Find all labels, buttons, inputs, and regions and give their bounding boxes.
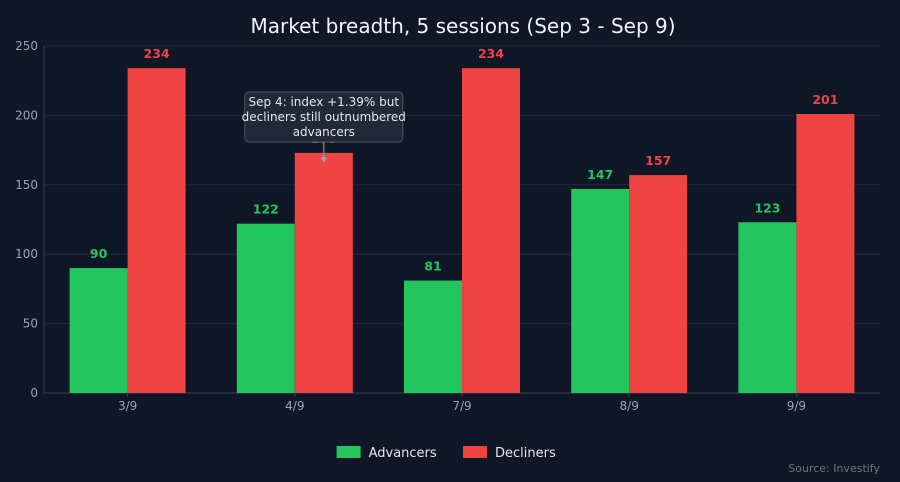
bar-decliners-3-9 xyxy=(127,68,186,393)
y-tick-label: 250 xyxy=(15,39,38,53)
bar-decliners-4-9 xyxy=(294,152,353,393)
y-tick-label: 100 xyxy=(15,247,38,261)
y-tick-label: 150 xyxy=(15,178,38,192)
x-tick-label: 3/9 xyxy=(118,399,137,413)
x-tick-label: 9/9 xyxy=(787,399,806,413)
chart-title: Market breadth, 5 sessions (Sep 3 - Sep … xyxy=(250,14,675,38)
bars xyxy=(69,68,855,394)
bar-advancers-8-9 xyxy=(571,188,630,393)
data-label-advancers: 147 xyxy=(587,167,613,182)
legend: Advancers Decliners xyxy=(336,446,556,461)
annotation-text-line: Sep 4: index +1.39% but xyxy=(249,95,400,109)
source-note: Source: Investify xyxy=(788,462,880,475)
y-tick-label: 200 xyxy=(15,108,38,122)
y-tick-label: 0 xyxy=(30,386,38,400)
legend-swatch xyxy=(463,446,487,458)
data-label-decliners: 201 xyxy=(812,92,838,107)
bar-advancers-7-9 xyxy=(404,280,462,393)
data-label-decliners: 157 xyxy=(645,153,671,168)
data-label-advancers: 122 xyxy=(253,202,279,217)
legend-item-advancers: Advancers xyxy=(336,446,437,461)
annotation-arrow-head xyxy=(320,157,327,163)
bar-decliners-9-9 xyxy=(796,114,855,394)
annotation-text-line: advancers xyxy=(293,125,355,139)
legend-label: Advancers xyxy=(369,446,437,461)
bar-decliners-8-9 xyxy=(629,175,688,393)
x-tick-label: 4/9 xyxy=(285,399,304,413)
data-label-advancers: 90 xyxy=(90,246,108,261)
data-label-decliners: 234 xyxy=(144,46,170,61)
legend-label: Decliners xyxy=(495,446,556,461)
data-label-advancers: 123 xyxy=(754,200,780,215)
data-label-decliners: 234 xyxy=(478,46,504,61)
legend-item-decliners: Decliners xyxy=(463,446,556,461)
data-label-advancers: 81 xyxy=(424,259,441,274)
bar-advancers-9-9 xyxy=(738,222,797,393)
y-tick-label: 50 xyxy=(23,317,38,331)
annotation-text-line: decliners still outnumbered xyxy=(242,110,406,124)
legend-swatch xyxy=(336,446,361,458)
x-tick-label: 8/9 xyxy=(620,399,639,413)
x-tick-label: 7/9 xyxy=(452,399,471,413)
bar-advancers-3-9 xyxy=(69,268,128,393)
bar-decliners-7-9 xyxy=(462,68,520,393)
bar-advancers-4-9 xyxy=(236,223,295,393)
